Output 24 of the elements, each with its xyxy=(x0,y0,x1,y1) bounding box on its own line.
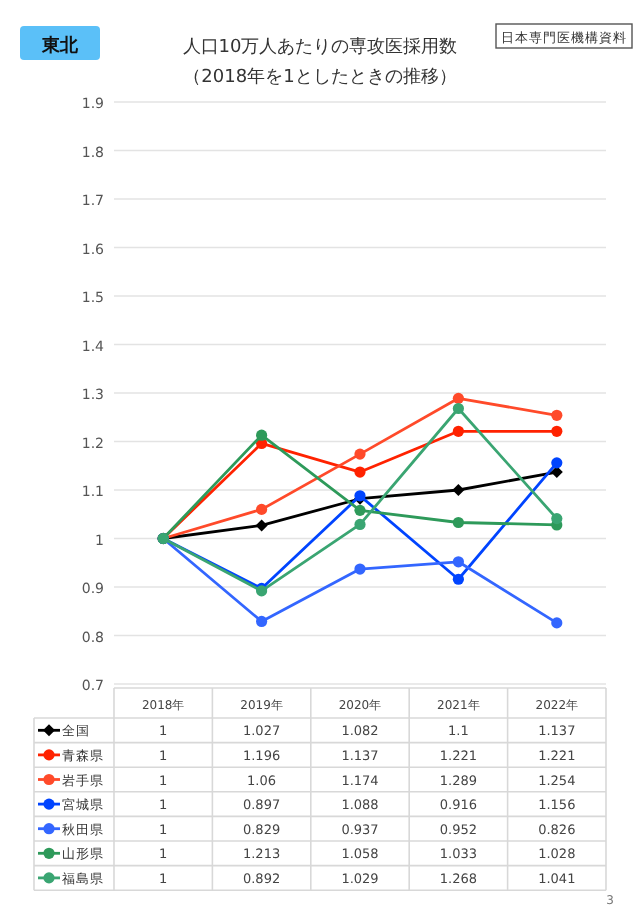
point xyxy=(354,563,366,575)
point xyxy=(354,448,366,460)
point xyxy=(452,402,464,415)
chart-subtitle: （2018年を1としたときの推移） xyxy=(183,66,457,88)
point xyxy=(452,556,464,568)
point xyxy=(452,573,464,585)
point xyxy=(255,519,268,532)
point xyxy=(551,425,563,437)
point xyxy=(551,457,563,469)
point xyxy=(551,513,563,525)
point xyxy=(452,516,464,529)
point xyxy=(452,392,464,404)
point xyxy=(452,425,464,437)
text: 東北 xyxy=(40,35,80,57)
chart-title: 人口10万人あたりの専攻医採用数 xyxy=(182,36,458,58)
point xyxy=(256,615,268,628)
point xyxy=(354,466,366,478)
point xyxy=(551,617,563,629)
point xyxy=(551,409,563,421)
point xyxy=(256,429,268,441)
point xyxy=(256,503,268,515)
point xyxy=(354,518,366,531)
point xyxy=(354,504,366,516)
point xyxy=(452,484,465,496)
